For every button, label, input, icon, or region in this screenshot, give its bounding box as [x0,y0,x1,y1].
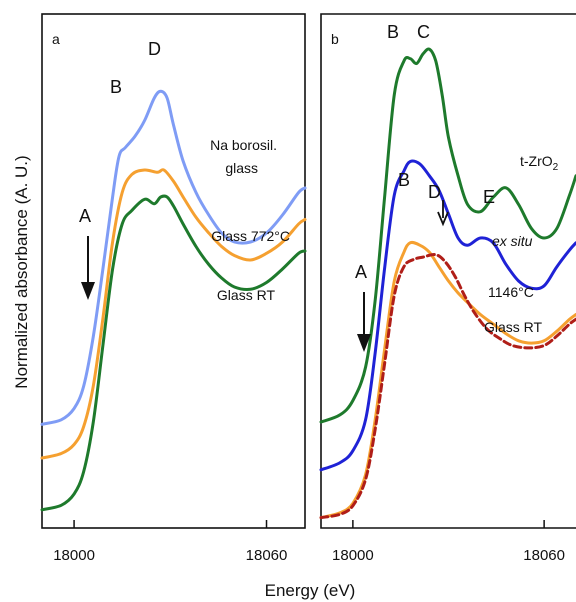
panel-a-frame [41,13,306,529]
annotation-b-B-mid: B [398,170,410,190]
annotation-b-D: D [428,182,441,202]
annotation-a-A: A [79,206,91,226]
label-1146: 1146°C [488,284,534,300]
label-glass-rt-a: Glass RT [217,287,276,303]
label-na-borosil-line1: Na borosil. [210,137,277,153]
y-axis-label: Normalized absorbance (A. U.) [12,155,31,388]
series-line-a-1 [40,168,307,460]
x-tick-label-a-1: 18060 [246,547,288,564]
annotation-b-B-top: B [387,22,399,42]
panel-b: 18000 18060 b A B C B D E t-ZrO2 ex situ … [319,13,576,564]
label-ex-situ: ex situ [492,233,533,249]
series-line-a-0 [40,89,307,426]
annotation-b-A: A [355,262,367,282]
annotation-a-D: D [148,39,161,59]
panel-a-plot [40,89,307,512]
annotation-a-B: B [110,77,122,97]
arrow-b-A-head-icon [357,334,371,352]
annotation-b-C: C [417,22,430,42]
arrow-b-D-head-icon [437,211,449,227]
series-line-b-0 [319,47,576,424]
panel-b-ticks: 18000 18060 [332,520,565,564]
x-axis-label: Energy (eV) [265,581,356,600]
label-t-zro2-main: t-ZrO [520,153,553,169]
label-t-zro2: t-ZrO2 [520,153,559,173]
x-tick-label-b-0: 18000 [332,547,374,564]
x-tick-label-b-1: 18060 [523,547,565,564]
label-na-borosil-line2: glass [225,160,258,176]
arrow-a-A-head-icon [81,282,95,300]
series-line-b-2 [319,240,576,520]
panel-a-ticks: 18000 18060 [53,520,287,564]
panel-a-label: a [52,31,60,47]
series-line-b-1 [319,159,576,472]
label-t-zro2-subscript: 2 [553,162,559,173]
x-tick-label-a-0: 18000 [53,547,95,564]
label-glass-rt-b: Glass RT [484,319,543,335]
panel-a: 18000 18060 a A B D Na borosil. glass Gla… [40,13,307,564]
panel-b-label: b [331,31,339,47]
panel-b-frame [320,13,576,529]
series-line-a-2 [40,194,307,512]
panel-b-plot [319,47,576,520]
series-line-b-3 [319,253,576,520]
annotation-b-E: E [483,187,495,207]
label-glass-772: Glass 772°C [211,228,290,244]
